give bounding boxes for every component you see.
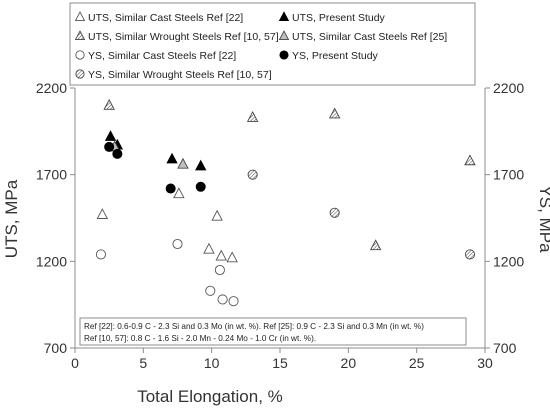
data-point <box>173 187 185 199</box>
data-point <box>329 207 340 218</box>
data-point <box>166 152 178 164</box>
data-point <box>165 183 176 194</box>
x-tick-label: 0 <box>71 355 79 371</box>
y-tick-label-right: 2200 <box>493 80 524 96</box>
legend-label: YS, Similar Wrought Steels Ref [10, 57] <box>88 69 272 81</box>
y-tick-label-left: 2200 <box>36 80 67 96</box>
y-tick-label-right: 1700 <box>493 167 524 183</box>
data-point <box>172 238 183 250</box>
data-point <box>464 154 476 166</box>
legend-label: UTS, Similar Wrought Steels Ref [10, 57] <box>88 31 279 43</box>
data-point <box>217 294 228 305</box>
legend-marker <box>278 30 290 41</box>
data-point <box>214 264 225 276</box>
data-point <box>205 285 216 296</box>
y-tick-label-right: 700 <box>493 340 517 356</box>
y-tick-label-left: 1700 <box>36 167 67 183</box>
legend-label: YS, Similar Cast Steels Ref [22] <box>88 50 236 62</box>
data-point <box>96 208 109 219</box>
x-tick-label: 25 <box>409 355 425 371</box>
data-point <box>103 98 115 110</box>
legend-marker <box>75 50 85 60</box>
data-point <box>211 209 223 221</box>
data-point <box>464 249 476 260</box>
x-tick-label: 20 <box>341 355 357 371</box>
data-point <box>195 181 206 192</box>
legend: UTS, Similar Cast Steels Ref [22] UTS, Si… <box>74 11 447 81</box>
x-tick-label: 5 <box>139 355 147 371</box>
y-tick-label-right: 1200 <box>493 253 524 269</box>
data-point <box>246 111 259 122</box>
y-tick-label-left: 1200 <box>36 253 67 269</box>
data-point <box>177 157 189 169</box>
y-axis-title-right: YS, MPa <box>536 185 550 253</box>
x-axis-title: Total Elongation, % <box>137 387 283 406</box>
data-points <box>95 98 476 307</box>
legend-marker <box>74 30 86 41</box>
legend-label: UTS, Present Study <box>292 12 386 24</box>
y-tick-label-left: 700 <box>44 340 68 356</box>
annotation-line-2: Ref [10, 57]: 0.8 C - 1.6 Si - 2.0 Mn - … <box>84 334 316 343</box>
data-point <box>247 169 258 180</box>
data-point <box>95 249 107 260</box>
data-point <box>328 107 341 119</box>
legend-marker <box>279 50 289 60</box>
data-point <box>226 251 238 263</box>
data-point <box>112 148 123 159</box>
axes <box>70 87 490 353</box>
legend-marker <box>74 11 86 22</box>
data-point <box>104 130 117 141</box>
legend-label: YS, Present Study <box>292 50 379 62</box>
legend-label: UTS, Similar Cast Steels Ref [22] <box>88 12 243 24</box>
legend-label: UTS, Similar Cast Steels Ref [25] <box>292 31 447 43</box>
legend-box <box>69 2 476 86</box>
data-point <box>215 249 227 261</box>
y-axis-title-left: UTS, MPa <box>2 179 21 258</box>
x-tick-label: 15 <box>272 355 288 371</box>
annotation-line-1: Ref [22]: 0.6-0.9 C - 2.3 Si and 0.3 Mo … <box>84 322 424 331</box>
legend-marker <box>278 11 290 21</box>
data-point <box>104 141 115 152</box>
annotation-box <box>79 317 467 346</box>
x-tick-label: 30 <box>477 355 493 371</box>
legend-marker <box>75 69 85 79</box>
data-point <box>195 159 207 171</box>
data-point <box>369 239 382 251</box>
data-point <box>203 242 215 254</box>
x-tick-label: 10 <box>204 355 220 371</box>
data-point <box>228 296 239 307</box>
